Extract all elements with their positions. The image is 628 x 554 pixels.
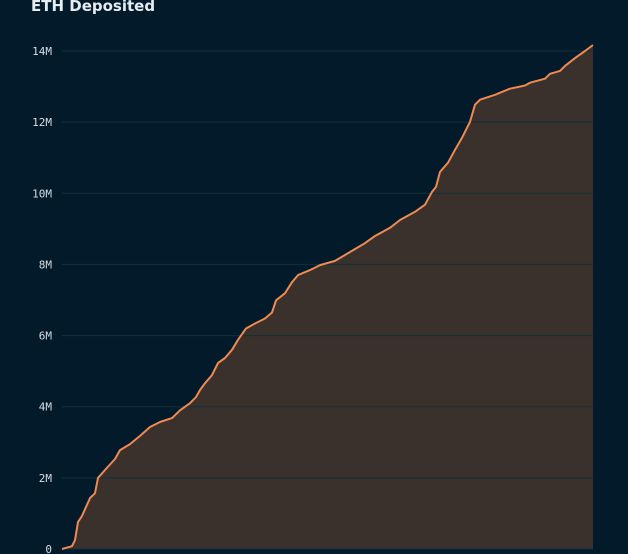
y-tick-label: 12M xyxy=(32,116,52,129)
chart-title: ETH Deposited xyxy=(31,0,156,15)
y-tick-label: 0 xyxy=(45,543,52,554)
y-tick-label: 2M xyxy=(39,472,53,485)
area-fill xyxy=(62,45,593,549)
y-tick-label: 10M xyxy=(32,187,52,200)
y-tick-label: 8M xyxy=(39,258,53,271)
y-tick-label: 14M xyxy=(32,45,52,58)
series-line xyxy=(61,44,594,550)
y-tick-label: 4M xyxy=(39,401,53,414)
y-tick-label: 6M xyxy=(39,330,53,343)
